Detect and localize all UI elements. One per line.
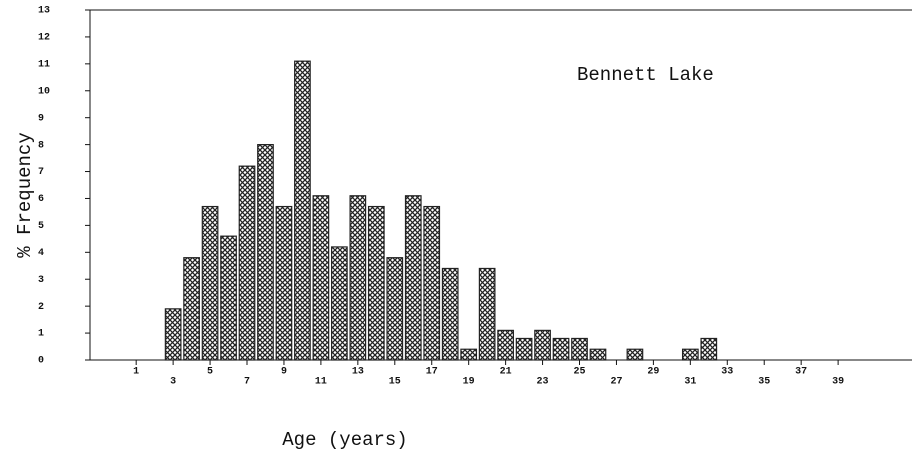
bar: [441, 267, 459, 361]
y-tick-label: 3: [38, 275, 44, 286]
bar: [478, 267, 496, 361]
y-tick-label: 7: [38, 167, 44, 178]
y-tick-label: 1: [38, 329, 44, 340]
x-tick-label: 11: [315, 377, 327, 388]
x-tick-label: 3: [170, 377, 176, 388]
y-tick-label: 8: [38, 140, 44, 151]
x-tick-label: 15: [389, 377, 401, 388]
y-tick-label: 12: [38, 33, 50, 44]
y-tick-label: 0: [38, 356, 44, 367]
x-axis-label: Age (years): [282, 429, 407, 451]
bar: [183, 257, 200, 361]
bar: [294, 60, 311, 361]
x-tick-label: 1: [133, 367, 139, 378]
bar: [238, 165, 256, 361]
bar: [275, 205, 293, 361]
bar: [515, 337, 533, 361]
x-tick-label: 13: [352, 367, 364, 378]
bar: [386, 257, 404, 361]
x-tick-label: 39: [832, 377, 844, 388]
x-tick-label: 35: [758, 377, 770, 388]
bar: [534, 329, 551, 361]
bar: [589, 348, 607, 361]
bar: [571, 337, 588, 361]
x-tick-label: 29: [647, 367, 659, 378]
bar: [626, 348, 644, 361]
x-tick-label: 7: [244, 377, 250, 388]
annotation: Bennett Lake: [577, 64, 714, 86]
bar: [331, 246, 348, 361]
y-axis-label: % Frequency: [14, 132, 36, 257]
x-tick-label: 19: [463, 377, 475, 388]
bar: [460, 348, 478, 361]
bar: [700, 337, 718, 361]
bar: [681, 348, 699, 361]
bar: [404, 195, 422, 361]
bar: [367, 205, 385, 361]
x-tick-label: 17: [426, 367, 438, 378]
y-tick-label: 5: [38, 221, 44, 232]
y-tick-label: 4: [38, 248, 44, 259]
x-tick-label: 5: [207, 367, 213, 378]
x-tick-label: 21: [500, 367, 512, 378]
bar: [201, 205, 219, 361]
bar: [164, 308, 182, 361]
x-tick-label: 31: [684, 377, 696, 388]
x-tick-label: 37: [795, 367, 807, 378]
y-tick-label: 2: [38, 302, 44, 313]
y-tick-label: 11: [38, 59, 50, 70]
y-tick-label: 13: [38, 6, 50, 17]
bar: [423, 205, 441, 361]
x-tick-label: 23: [537, 377, 549, 388]
bar: [552, 337, 570, 361]
bar: [312, 195, 330, 361]
y-tick-label: 6: [38, 194, 44, 205]
x-tick-label: 33: [721, 367, 733, 378]
bar: [497, 329, 514, 361]
bar: [257, 144, 274, 361]
y-tick-label: 9: [38, 113, 44, 124]
y-tick-label: 10: [38, 86, 50, 97]
x-tick-label: 27: [610, 377, 622, 388]
x-tick-label: 9: [281, 367, 287, 378]
x-tick-label: 25: [573, 367, 585, 378]
bar: [220, 235, 237, 361]
bar: [349, 195, 367, 361]
